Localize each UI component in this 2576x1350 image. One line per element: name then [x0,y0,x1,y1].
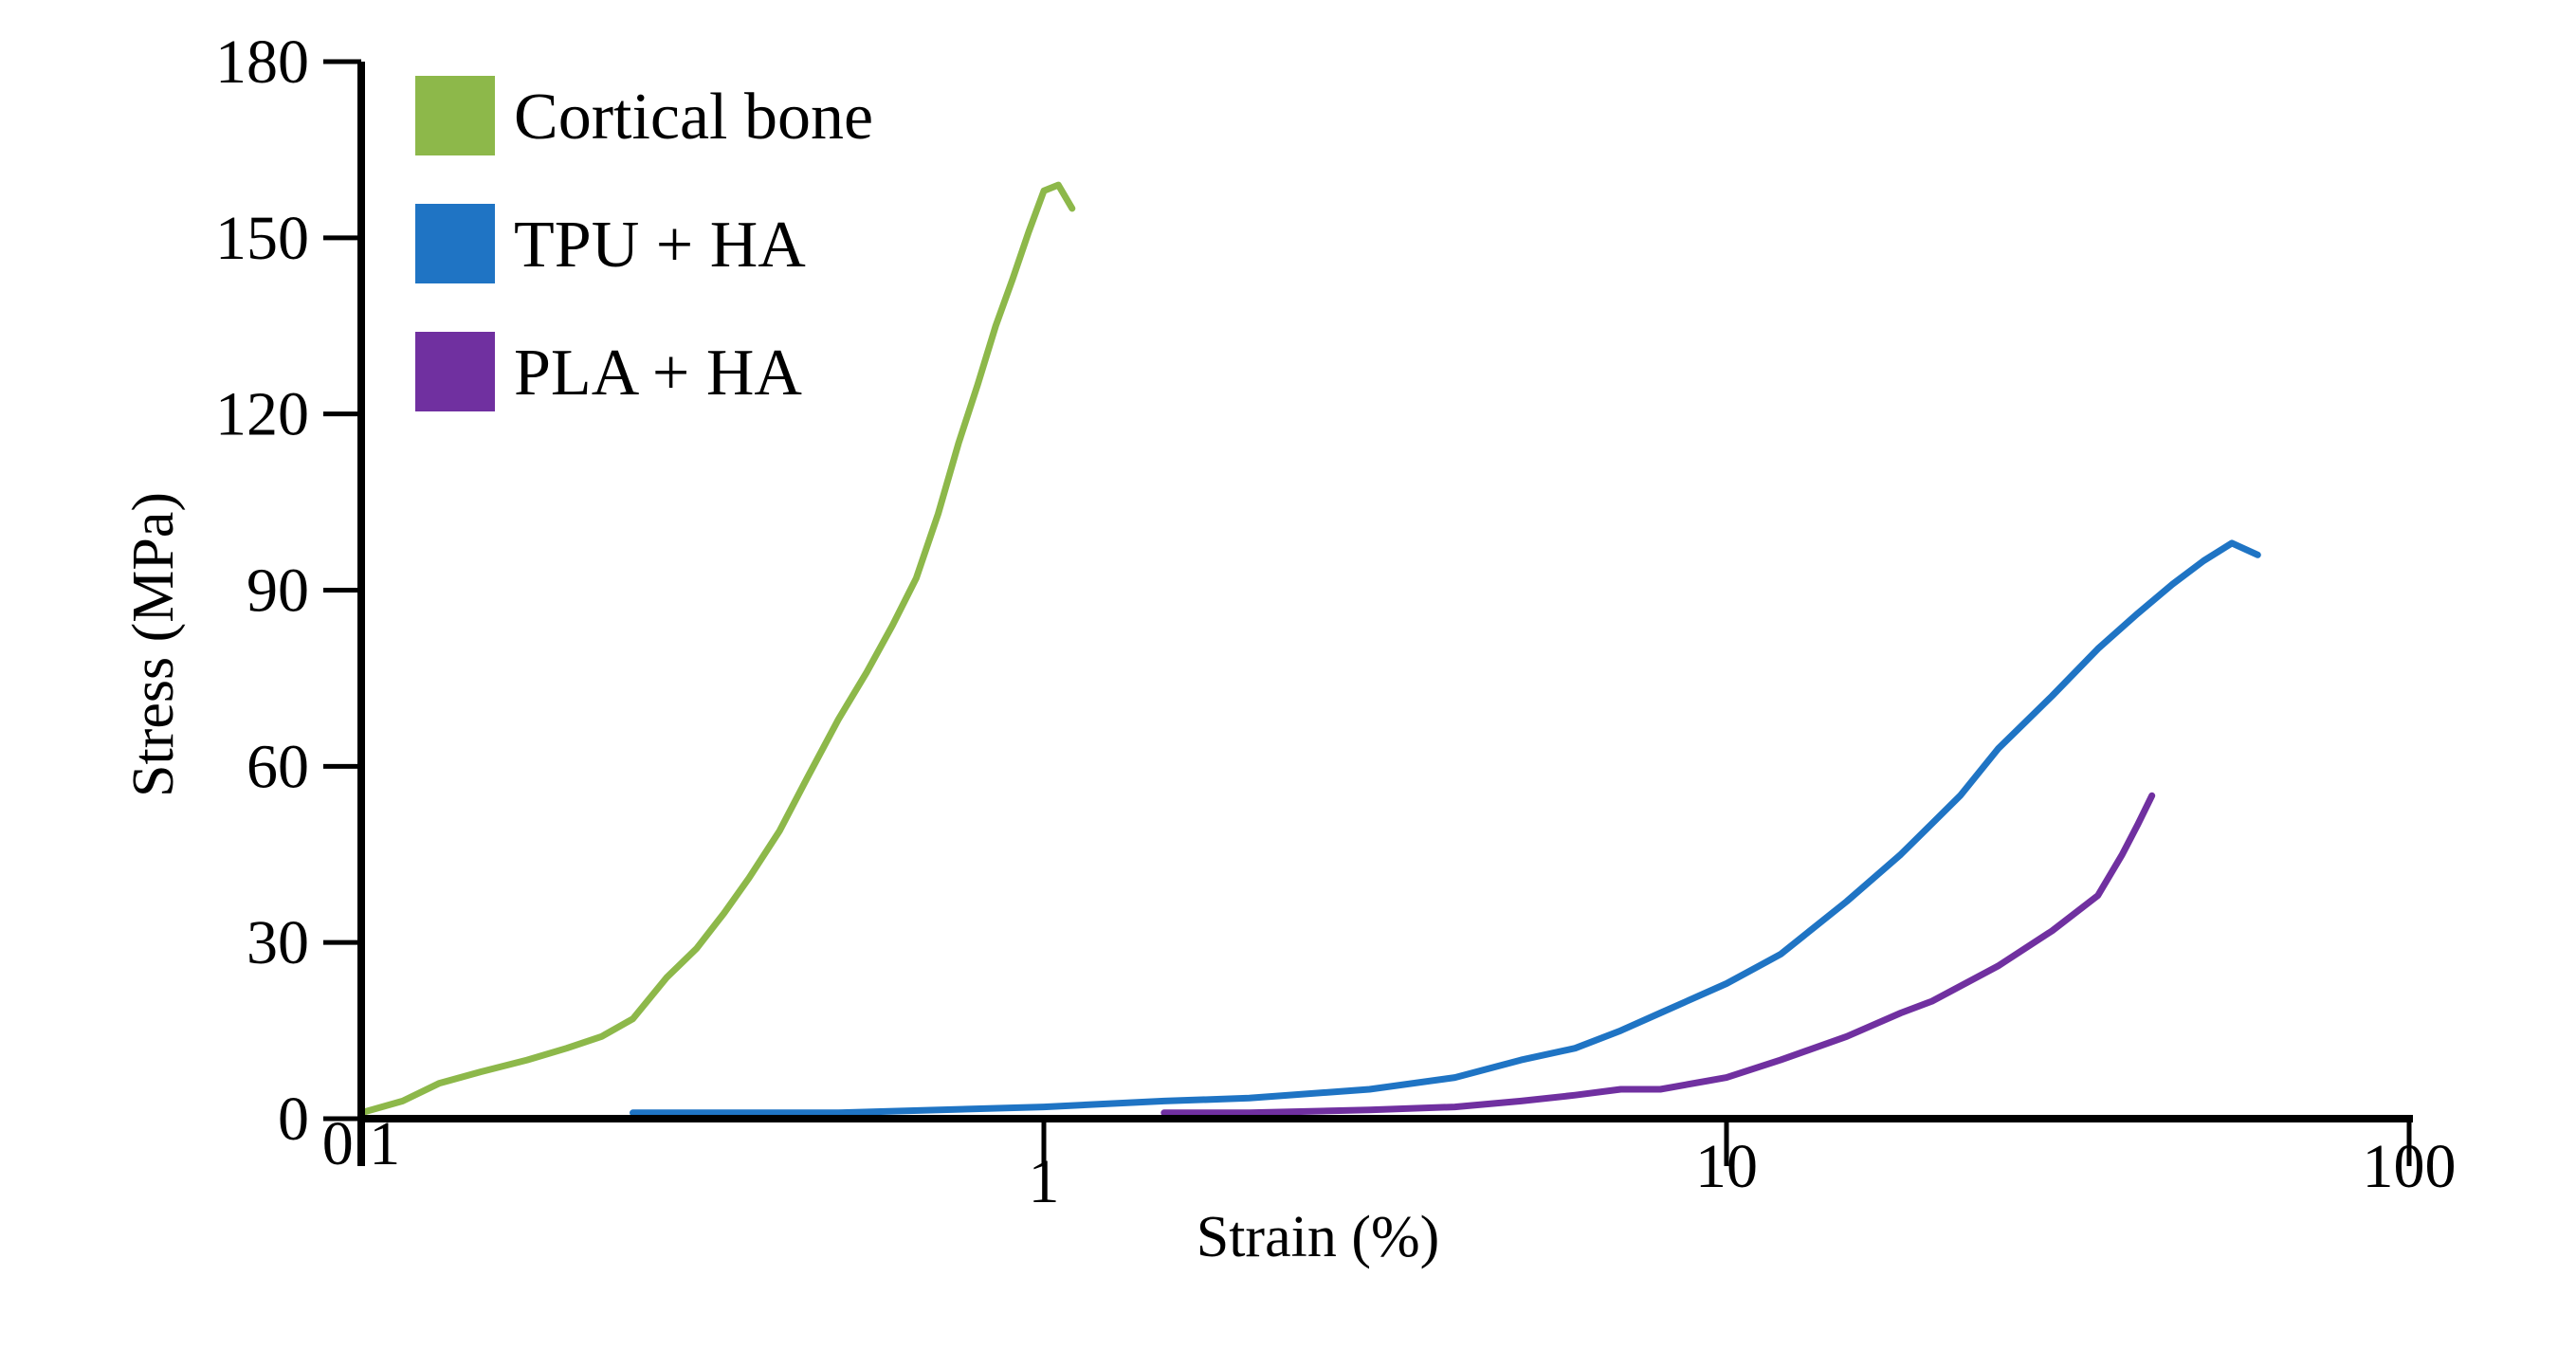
legend-swatch-tpu-ha [415,204,495,283]
legend-swatch-pla-ha [415,332,495,411]
y-tick-label: 180 [215,27,309,97]
y-tick-label: 30 [247,908,309,977]
x-tick-label: 0.1 [322,1109,401,1178]
y-tick-label: 90 [247,556,309,626]
legend-label-cortical-bone: Cortical bone [514,81,873,154]
y-tick-label: 120 [215,380,309,449]
y-tick-label: 0 [278,1085,309,1154]
x-tick-label: 10 [1695,1132,1758,1201]
series-line-tpu-ha [630,539,2261,1117]
x-tick-label: 1 [1029,1147,1060,1216]
x-axis-label: Strain (%) [1197,1205,1440,1269]
y-tick-label: 60 [247,732,309,801]
legend-label-pla-ha: PLA + HA [514,337,802,410]
x-tick-label: 100 [2363,1132,2457,1201]
legend-label-tpu-ha: TPU + HA [514,209,806,282]
y-tick-label: 150 [215,204,309,273]
series-line-pla-ha [1160,792,2156,1117]
legend-swatch-cortical-bone [415,76,495,155]
series-line-cortical-bone [357,181,1076,1117]
y-axis-label: Stress (MPa) [121,492,186,797]
